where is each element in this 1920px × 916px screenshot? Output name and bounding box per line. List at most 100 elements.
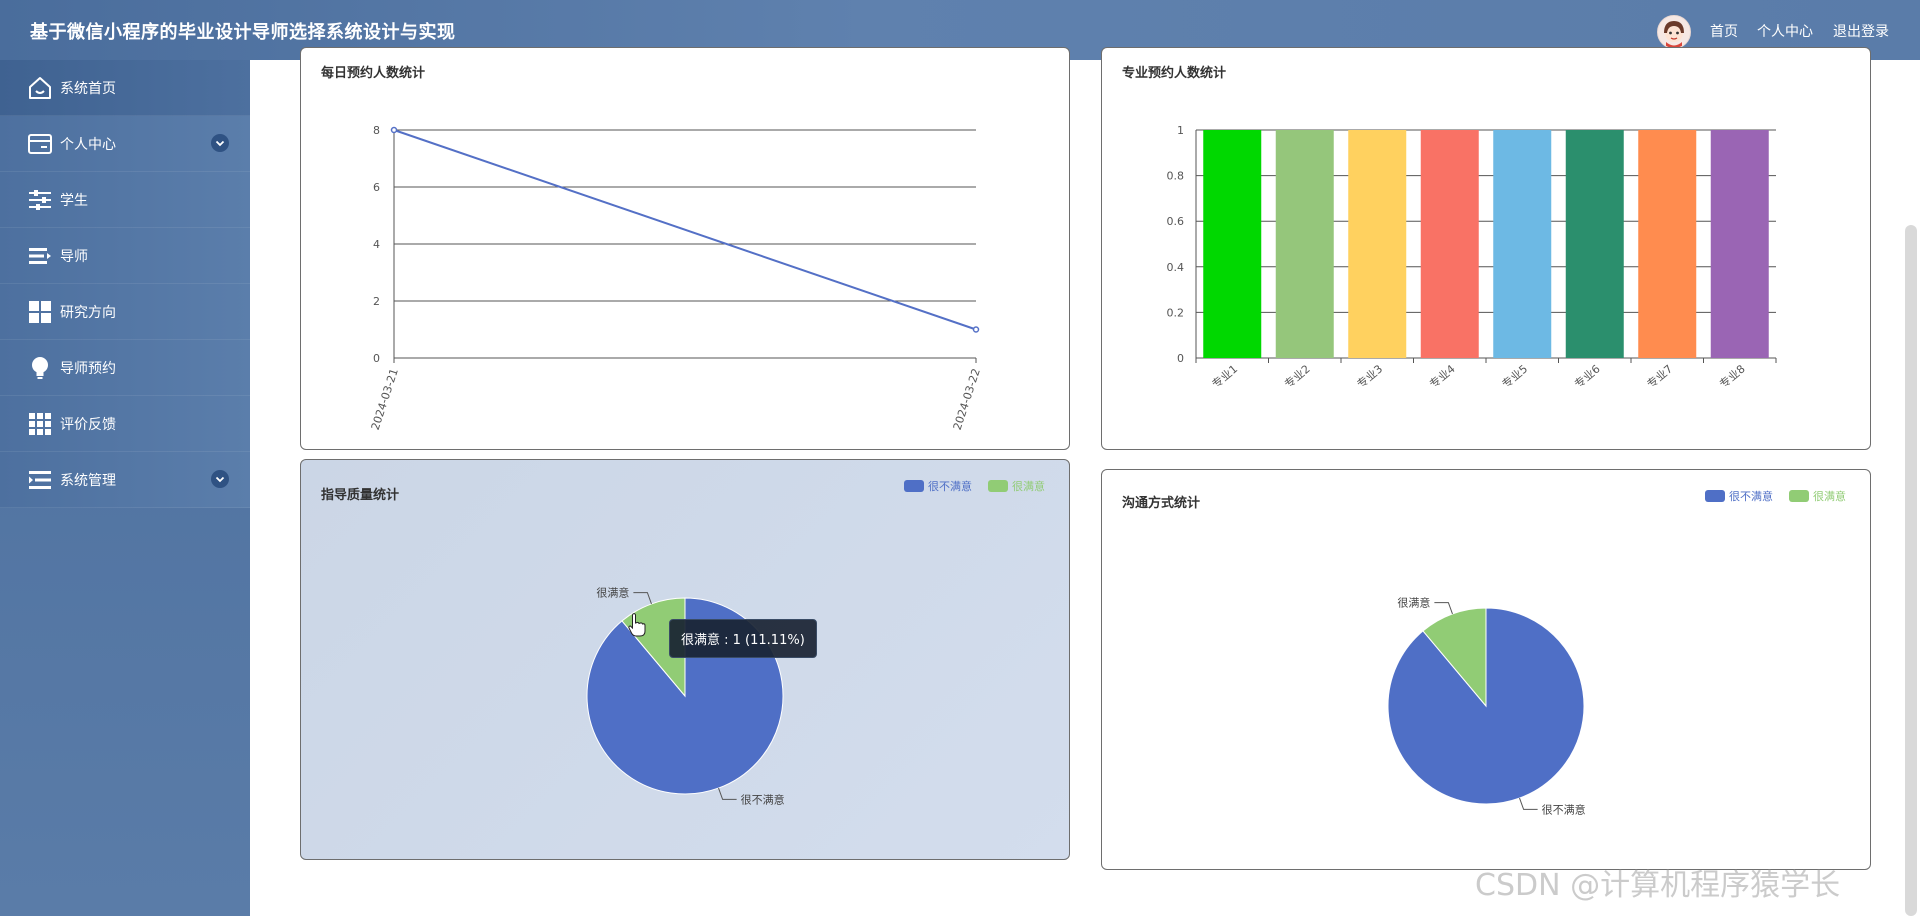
sidebar-item-label: 研究方向 bbox=[60, 305, 116, 321]
bar[interactable] bbox=[1275, 130, 1334, 358]
bar[interactable] bbox=[1203, 130, 1262, 358]
y-tick-label: 0.8 bbox=[1167, 170, 1185, 183]
sidebar-item-tutors[interactable]: 导师 bbox=[0, 228, 250, 284]
slice-label: 很不满意 bbox=[741, 792, 785, 806]
sidebar-item-label: 系统首页 bbox=[60, 81, 116, 97]
sidebar-item-research[interactable]: 研究方向 bbox=[0, 284, 250, 340]
pie-chart: 很不满意 很满意 bbox=[1387, 596, 1586, 816]
x-tick-label: 专业8 bbox=[1716, 362, 1747, 391]
x-tick-label: 专业4 bbox=[1426, 362, 1457, 391]
chart-tooltip: 很满意 : 1 (11.11%) bbox=[669, 619, 817, 658]
legend-item-satisfied[interactable]: 很满意 bbox=[1789, 488, 1846, 504]
x-tick-label: 专业3 bbox=[1354, 362, 1385, 391]
slice-label: 很满意 bbox=[596, 586, 629, 600]
y-tick-label: 1 bbox=[1177, 124, 1184, 137]
y-tick-label: 8 bbox=[373, 124, 380, 137]
nav-profile-link[interactable]: 个人中心 bbox=[1757, 24, 1813, 40]
x-tick-label: 专业1 bbox=[1209, 362, 1240, 391]
y-tick-label: 0.6 bbox=[1167, 215, 1185, 228]
y-tick-label: 0.4 bbox=[1167, 261, 1185, 274]
data-point[interactable] bbox=[390, 126, 398, 134]
x-tick-label: 2024-03-22 bbox=[951, 367, 983, 432]
chart-title: 专业预约人数统计 bbox=[1122, 66, 1227, 81]
chart-title: 指导质量统计 bbox=[321, 488, 400, 503]
x-tick-label: 专业5 bbox=[1499, 362, 1530, 391]
sidebar-item-appointment[interactable]: 导师预约 bbox=[0, 340, 250, 396]
avatar[interactable] bbox=[1657, 15, 1691, 49]
pie-slice[interactable] bbox=[1422, 607, 1487, 708]
table-icon bbox=[29, 413, 51, 435]
legend-swatch bbox=[1789, 490, 1809, 502]
legend-item-unsatisfied[interactable]: 很不满意 bbox=[1705, 488, 1773, 504]
chart-title: 沟通方式统计 bbox=[1122, 496, 1201, 511]
sidebar-item-profile[interactable]: 个人中心 bbox=[0, 116, 250, 172]
bar[interactable] bbox=[1420, 130, 1479, 358]
y-tick-label: 0 bbox=[373, 352, 380, 365]
watermark-text: CSDN @计算机程序猿学长 bbox=[1475, 868, 1841, 903]
bar[interactable] bbox=[1565, 130, 1624, 358]
bar[interactable] bbox=[1710, 130, 1769, 358]
sidebar-item-feedback[interactable]: 评价反馈 bbox=[0, 396, 250, 452]
x-tick-label: 专业6 bbox=[1571, 362, 1602, 391]
sidebar-item-system[interactable]: 系统管理 bbox=[0, 452, 250, 508]
avatar-icon bbox=[1664, 21, 1684, 48]
legend-swatch bbox=[1705, 490, 1725, 502]
chart-title: 每日预约人数统计 bbox=[321, 66, 426, 81]
x-tick-label: 2024-03-21 bbox=[369, 367, 401, 432]
sliders-icon bbox=[29, 190, 51, 210]
home-icon bbox=[29, 77, 51, 99]
sidebar-item-label: 评价反馈 bbox=[60, 417, 116, 433]
slice-label: 很满意 bbox=[1397, 596, 1430, 610]
y-tick-label: 2 bbox=[373, 295, 380, 308]
line-series bbox=[393, 129, 977, 331]
communication-method-panel: 沟通方式统计 很不满意 很满意 很不满意 很满意 bbox=[1101, 469, 1871, 870]
bar-chart: 0 0.2 0.4 0.6 0.8 1 专业1 专业2 专业3 专业4 专业5 专业6 专业7 专业8 bbox=[1167, 124, 1777, 391]
y-tick-label: 4 bbox=[373, 238, 380, 251]
legend-item-satisfied[interactable]: 很满意 bbox=[988, 478, 1045, 494]
line-chart: 0 2 4 6 8 2024-03-21 2024-03-22 bbox=[369, 124, 983, 432]
legend-label: 很不满意 bbox=[1729, 490, 1773, 503]
x-tick-label: 专业7 bbox=[1644, 362, 1675, 391]
app-title: 基于微信小程序的毕业设计导师选择系统设计与实现 bbox=[30, 22, 456, 43]
data-point[interactable] bbox=[972, 326, 980, 333]
label-leader-line bbox=[718, 787, 737, 800]
legend-swatch bbox=[904, 480, 924, 492]
y-tick-label: 6 bbox=[373, 181, 380, 194]
bulb-icon bbox=[32, 357, 48, 379]
legend-swatch bbox=[988, 480, 1008, 492]
hand-cursor-icon bbox=[628, 613, 646, 637]
sidebar-item-label: 个人中心 bbox=[60, 137, 116, 153]
label-leader-line bbox=[1519, 797, 1538, 810]
bar[interactable] bbox=[1493, 130, 1552, 358]
scrollbar[interactable] bbox=[1905, 225, 1917, 916]
sidebar-item-label: 学生 bbox=[60, 193, 88, 209]
slice-label: 很不满意 bbox=[1542, 802, 1586, 816]
grid-icon bbox=[29, 301, 51, 323]
sidebar: 系统首页 个人中心 学生 导师 bbox=[0, 60, 250, 916]
bar[interactable] bbox=[1638, 130, 1697, 358]
major-appointments-panel: 专业预约人数统计 0 0.2 0.4 0.6 0.8 1 专业1 专业2 专业3 专业4 专业5 专业… bbox=[1101, 47, 1871, 450]
card-icon bbox=[28, 134, 52, 154]
chevron-down-icon[interactable] bbox=[211, 134, 229, 152]
label-leader-line bbox=[1434, 602, 1453, 615]
y-tick-label: 0.2 bbox=[1167, 306, 1185, 319]
sidebar-item-label: 导师 bbox=[60, 249, 88, 265]
legend-label: 很不满意 bbox=[928, 480, 972, 493]
legend-label: 很满意 bbox=[1813, 490, 1846, 503]
daily-appointments-panel: 每日预约人数统计 0 2 4 6 8 2024-03-21 2024-03-22 bbox=[300, 47, 1070, 450]
list-settings-icon bbox=[29, 471, 51, 489]
legend-item-unsatisfied[interactable]: 很不满意 bbox=[904, 478, 972, 494]
label-leader-line bbox=[633, 592, 652, 605]
sidebar-item-home[interactable]: 系统首页 bbox=[0, 60, 250, 116]
y-tick-label: 0 bbox=[1177, 352, 1184, 365]
chevron-down-icon[interactable] bbox=[211, 470, 229, 488]
nav-home-link[interactable]: 首页 bbox=[1710, 24, 1738, 40]
guidance-quality-panel: 指导质量统计 很不满意 很满意 很不满意 很满意 bbox=[300, 459, 1070, 860]
x-tick-label: 专业2 bbox=[1281, 362, 1312, 391]
legend-label: 很满意 bbox=[1012, 480, 1045, 493]
nav-logout-link[interactable]: 退出登录 bbox=[1833, 24, 1889, 40]
sidebar-item-label: 导师预约 bbox=[60, 361, 116, 377]
bar[interactable] bbox=[1348, 130, 1407, 358]
sidebar-item-students[interactable]: 学生 bbox=[0, 172, 250, 228]
sidebar-item-label: 系统管理 bbox=[60, 473, 116, 489]
